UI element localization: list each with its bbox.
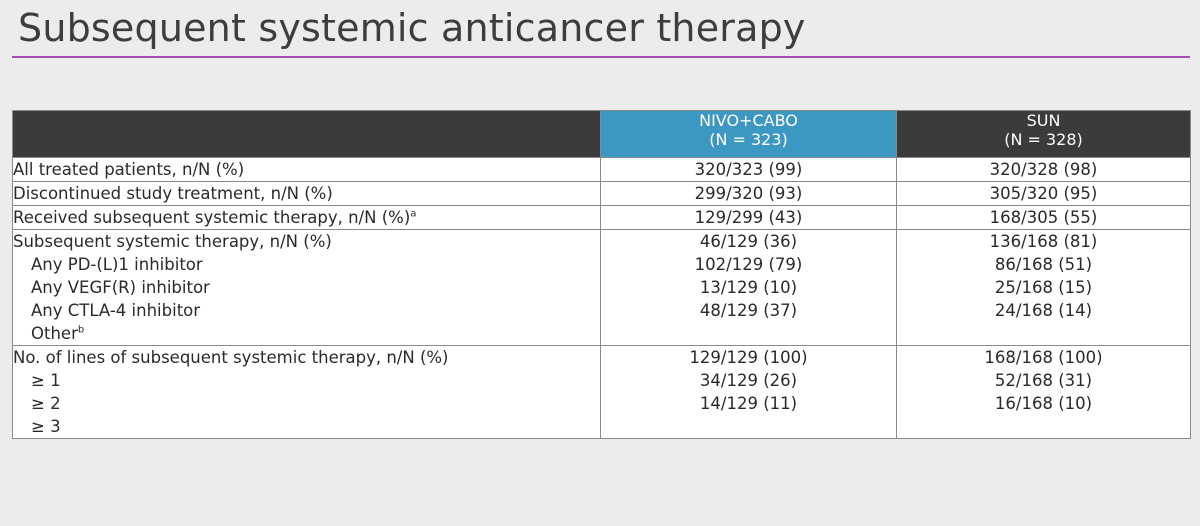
group-item-value: 52/168 (31) — [994, 371, 1093, 390]
group-label-cell: Subsequent systemic therapy, n/N (%) Any… — [12, 229, 601, 346]
row-label: Discontinued study treatment, n/N (%) — [12, 181, 601, 206]
group-values-sun: 168/168 (100) 52/168 (31) 16/168 (10) — [896, 345, 1191, 439]
table-row: Received subsequent systemic therapy, n/… — [12, 205, 1191, 230]
header-sun-name: SUN — [1026, 111, 1061, 130]
group-item-value: 48/129 (37) — [699, 301, 798, 320]
title-underline — [12, 56, 1190, 58]
group-item-label-cell: Otherb — [13, 322, 600, 345]
footnote-marker: b — [77, 324, 85, 336]
group-item-value: 168/168 (100) — [984, 348, 1103, 367]
row-value-sun: 305/320 (95) — [896, 181, 1191, 206]
group-item-value: 46/129 (36) — [699, 232, 798, 251]
table-row: Discontinued study treatment, n/N (%) 29… — [12, 181, 1191, 206]
group-item-label: ≥ 3 — [31, 417, 61, 436]
footnote-marker: a — [410, 208, 417, 220]
header-cell-nivo-cabo: NIVO+CABO (N = 323) — [600, 110, 897, 158]
group-item-value: 13/129 (10) — [699, 278, 798, 297]
row-value-sun: 168/305 (55) — [896, 205, 1191, 230]
header-cell-sun: SUN (N = 328) — [896, 110, 1191, 158]
table-row-group: No. of lines of subsequent systemic ther… — [12, 345, 1191, 439]
group-item-value: 25/168 (15) — [994, 278, 1093, 297]
group-item-value: 136/168 (81) — [989, 232, 1098, 251]
group-item-value: 129/129 (100) — [689, 348, 808, 367]
table-row: All treated patients, n/N (%) 320/323 (9… — [12, 157, 1191, 182]
group-item-value: 86/168 (51) — [994, 255, 1093, 274]
header-nivo-n: (N = 323) — [709, 130, 788, 149]
row-value-sun: 320/328 (98) — [896, 157, 1191, 182]
row-value-nivo: 129/299 (43) — [600, 205, 897, 230]
row-label: Received subsequent systemic therapy, n/… — [13, 208, 411, 227]
group-label-cell: No. of lines of subsequent systemic ther… — [12, 345, 601, 439]
row-label-cell: Received subsequent systemic therapy, n/… — [12, 205, 601, 230]
group-item-label: Any PD-(L)1 inhibitor — [31, 255, 203, 274]
group-item-label: Other — [31, 324, 78, 343]
group-item-value: 24/168 (14) — [994, 301, 1093, 320]
header-sun-n: (N = 328) — [1004, 130, 1083, 149]
table-row-group: Subsequent systemic therapy, n/N (%) Any… — [12, 229, 1191, 346]
group-item-value: 34/129 (26) — [699, 371, 798, 390]
group-heading: No. of lines of subsequent systemic ther… — [13, 348, 449, 367]
group-item-value: 16/168 (10) — [994, 394, 1093, 413]
group-values-sun: 136/168 (81) 86/168 (51) 25/168 (15) 24/… — [896, 229, 1191, 346]
group-values-nivo: 129/129 (100) 34/129 (26) 14/129 (11) — [600, 345, 897, 439]
row-value-nivo: 299/320 (93) — [600, 181, 897, 206]
table-header-row: NIVO+CABO (N = 323) SUN (N = 328) — [12, 110, 1191, 158]
group-item-label: Any VEGF(R) inhibitor — [31, 278, 210, 297]
row-label: All treated patients, n/N (%) — [12, 157, 601, 182]
group-item-label: ≥ 1 — [31, 371, 61, 390]
group-item-label: ≥ 2 — [31, 394, 61, 413]
therapy-table: NIVO+CABO (N = 323) SUN (N = 328) All tr… — [12, 110, 1191, 439]
slide-title: Subsequent systemic anticancer therapy — [18, 6, 806, 50]
row-value-nivo: 320/323 (99) — [600, 157, 897, 182]
group-item-label: Any CTLA-4 inhibitor — [31, 301, 201, 320]
header-nivo-name: NIVO+CABO — [699, 111, 798, 130]
header-cell-empty — [12, 110, 601, 158]
group-item-value: 102/129 (79) — [694, 255, 803, 274]
group-values-nivo: 46/129 (36) 102/129 (79) 13/129 (10) 48/… — [600, 229, 897, 346]
group-item-value: 14/129 (11) — [699, 394, 798, 413]
group-heading: Subsequent systemic therapy, n/N (%) — [13, 232, 332, 251]
